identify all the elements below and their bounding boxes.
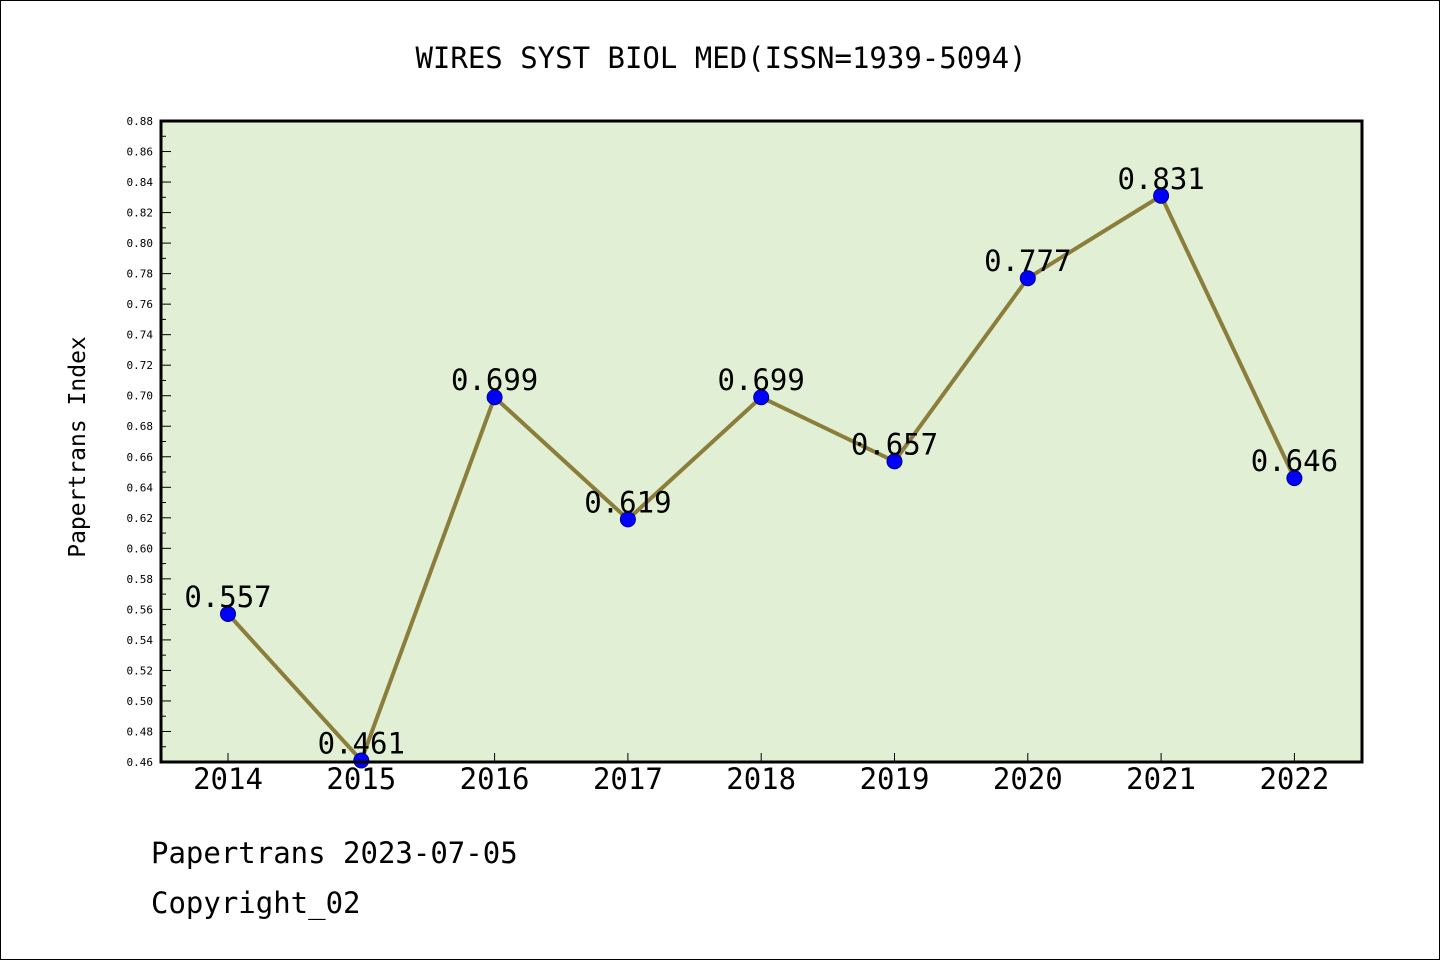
y-tick-label: 0.86 — [127, 146, 154, 159]
y-axis-label: Papertrans Index — [65, 336, 91, 558]
data-point — [353, 752, 370, 769]
y-tick-label: 0.88 — [127, 115, 154, 128]
footer-date: Papertrans 2023-07-05 — [151, 836, 518, 870]
data-label: 0.657 — [851, 427, 938, 461]
y-tick-label: 0.60 — [127, 542, 154, 555]
y-tick-label: 0.48 — [127, 725, 154, 738]
y-tick-label: 0.72 — [127, 359, 154, 372]
x-tick-label: 2019 — [860, 762, 930, 796]
y-tick-label: 0.76 — [127, 298, 154, 311]
data-labels: 0.557 0.461 0.699 0.619 0.699 0.657 0.777 0.831… — [184, 162, 1338, 761]
data-point — [753, 389, 770, 406]
y-tick-label: 0.74 — [127, 329, 154, 342]
chart-title: WIRES SYST BIOL MED(ISSN=1939-5094) — [415, 41, 1026, 75]
data-label: 0.461 — [318, 726, 405, 760]
y-tick-label: 0.66 — [127, 451, 154, 464]
x-tick-label: 2020 — [993, 762, 1063, 796]
x-axis: 2014 2015 2016 2017 2018 2019 2020 2021 2022 — [193, 753, 1329, 796]
plot-border — [159, 119, 1364, 764]
y-tick-label: 0.62 — [127, 512, 154, 525]
x-tick-label: 2014 — [193, 762, 263, 796]
data-points — [220, 187, 1303, 769]
data-label: 0.619 — [584, 485, 671, 519]
y-tick-label: 0.82 — [127, 207, 154, 220]
y-axis: 0.46 0.48 0.50 0.52 0.54 0.56 0.58 0.60 0.62 0.64… — [127, 115, 171, 769]
data-point — [619, 511, 636, 528]
data-point — [1286, 470, 1303, 487]
y-tick-label: 0.78 — [127, 268, 154, 281]
data-label: 0.699 — [451, 363, 538, 397]
x-tick-label: 2018 — [726, 762, 796, 796]
y-tick-label: 0.54 — [127, 634, 154, 647]
data-point — [1019, 270, 1036, 287]
plot-area — [161, 121, 1362, 762]
y-tick-label: 0.68 — [127, 420, 154, 433]
data-point — [486, 389, 503, 406]
x-tick-label: 2017 — [593, 762, 663, 796]
data-label: 0.646 — [1251, 444, 1338, 478]
y-tick-label: 0.58 — [127, 573, 154, 586]
data-point — [1153, 187, 1170, 204]
data-point — [886, 453, 903, 470]
x-tick-label: 2022 — [1259, 762, 1329, 796]
y-tick-label: 0.70 — [127, 390, 154, 403]
data-point — [220, 605, 236, 622]
data-label: 0.557 — [184, 580, 271, 614]
x-tick-label: 2016 — [460, 762, 530, 796]
x-tick-label: 2021 — [1126, 762, 1196, 796]
data-label: 0.777 — [984, 244, 1071, 278]
data-label: 0.699 — [718, 363, 805, 397]
y-tick-label: 0.52 — [127, 664, 154, 677]
footer-copyright: Copyright_02 — [151, 886, 361, 920]
data-label: 0.831 — [1117, 162, 1204, 196]
y-tick-label: 0.80 — [127, 237, 154, 250]
y-tick-label: 0.56 — [127, 603, 154, 616]
y-tick-label: 0.64 — [127, 481, 154, 494]
y-tick-label: 0.84 — [127, 176, 154, 189]
y-tick-label: 0.46 — [127, 756, 154, 769]
y-tick-label: 0.50 — [127, 695, 154, 708]
